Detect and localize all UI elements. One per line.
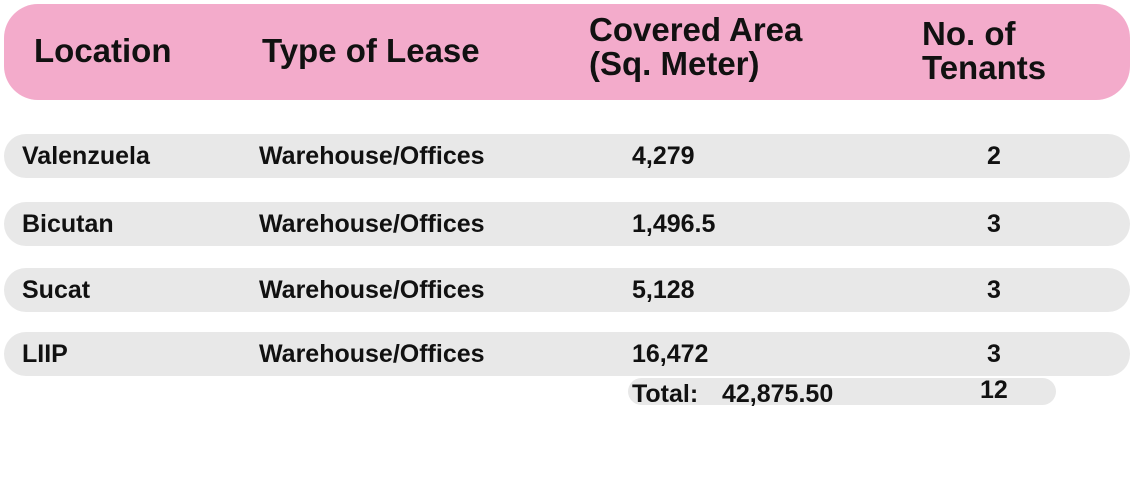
total-label: Total: — [632, 380, 699, 408]
cell-tenants: 3 — [987, 210, 1001, 238]
header-covered-area: Covered Area (Sq. Meter) — [589, 13, 889, 81]
cell-type-of-lease: Warehouse/Offices — [259, 276, 485, 304]
cell-tenants: 2 — [987, 142, 1001, 170]
cell-location: Bicutan — [22, 210, 114, 238]
table-row: Valenzuela Warehouse/Offices 4,279 2 — [4, 134, 1130, 178]
cell-type-of-lease: Warehouse/Offices — [259, 210, 485, 238]
cell-covered-area: 1,496.5 — [632, 210, 716, 238]
header-type-of-lease: Type of Lease — [262, 32, 480, 69]
cell-covered-area: 4,279 — [632, 142, 695, 170]
table-row: Sucat Warehouse/Offices 5,128 3 — [4, 268, 1130, 312]
cell-location: Sucat — [22, 276, 91, 304]
cell-covered-area: 5,128 — [632, 276, 695, 304]
cell-location: Valenzuela — [22, 142, 150, 170]
header-no-of-tenants: No. of Tenants — [922, 17, 1122, 85]
total-tenants: 12 — [980, 376, 1008, 404]
cell-location: LIIP — [22, 340, 68, 368]
table-row: LIIP Warehouse/Offices 16,472 3 — [4, 332, 1130, 376]
cell-type-of-lease: Warehouse/Offices — [259, 142, 485, 170]
header-covered-area-line1: Covered Area — [589, 11, 803, 48]
cell-covered-area: 16,472 — [632, 340, 709, 368]
cell-tenants: 3 — [987, 276, 1001, 304]
table-header: Location Type of Lease Covered Area (Sq.… — [4, 4, 1130, 100]
total-area: 42,875.50 — [722, 380, 834, 408]
total-row: Total: 42,875.50 12 — [628, 376, 1056, 408]
header-tenants-line1: No. of — [922, 15, 1016, 52]
cell-type-of-lease: Warehouse/Offices — [259, 340, 485, 368]
header-covered-area-line2: (Sq. Meter) — [589, 45, 760, 82]
table-row: Bicutan Warehouse/Offices 1,496.5 3 — [4, 202, 1130, 246]
header-tenants-line2: Tenants — [922, 49, 1047, 86]
header-location: Location — [34, 32, 172, 69]
cell-tenants: 3 — [987, 340, 1001, 368]
